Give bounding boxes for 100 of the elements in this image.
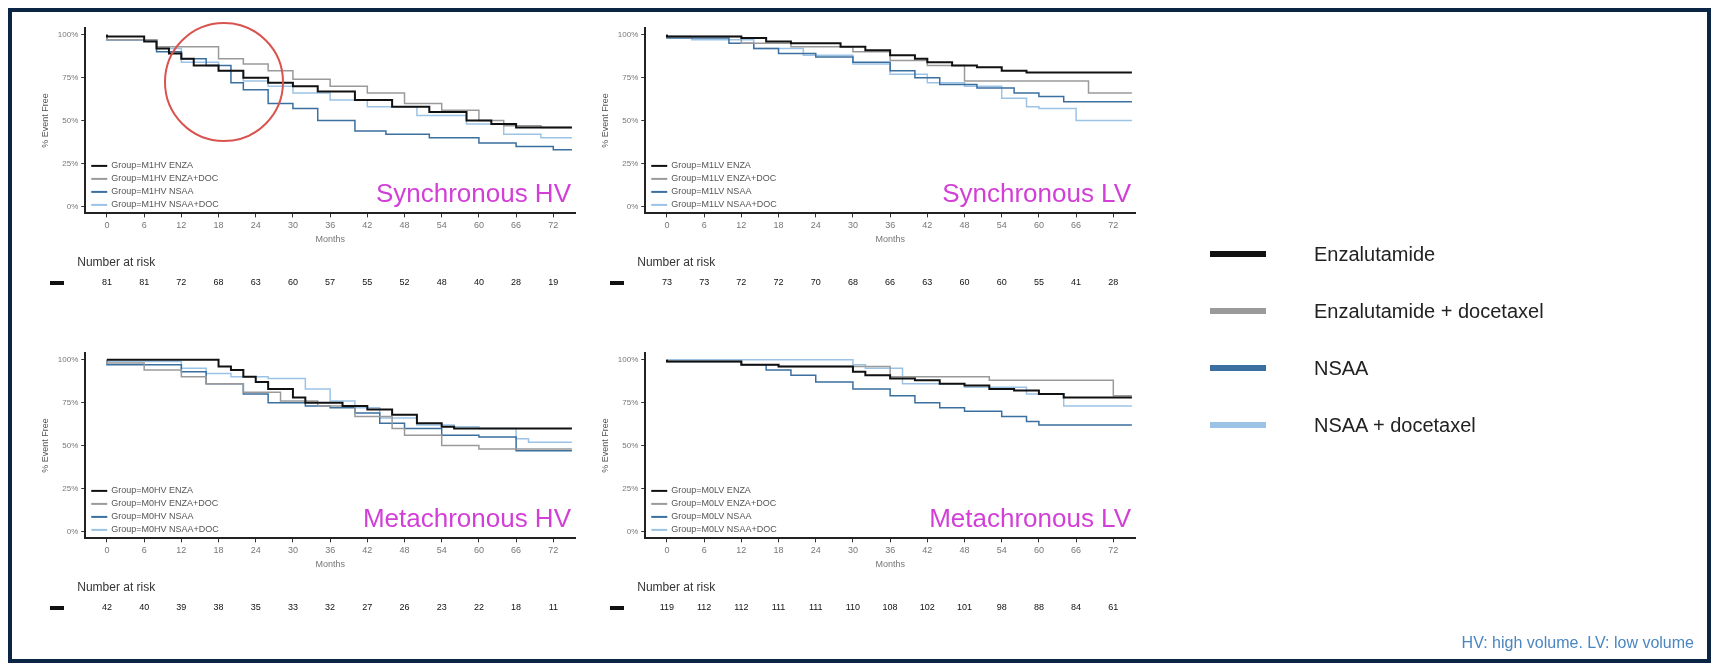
text: Synchronous HV xyxy=(375,177,572,208)
x-tick-label: 6 xyxy=(141,220,147,231)
text: 73 73 72 72 70 68 66 63 60 60 55 41 28 xyxy=(661,277,1119,287)
x-tick-label: 60 xyxy=(1033,220,1044,231)
x-tick-label: 54 xyxy=(996,220,1007,231)
x-tick-label: 72 xyxy=(548,220,559,231)
x-axis-title: Months xyxy=(875,234,906,245)
text: Number at risk xyxy=(77,580,156,594)
legend-label: Group=M1HV NSAA xyxy=(111,186,194,197)
x-axis-title: Months xyxy=(315,234,346,245)
x-tick-label: 18 xyxy=(773,220,784,231)
x-tick-label: 48 xyxy=(399,220,410,231)
text: 81 81 72 68 63 60 57 55 52 48 40 28 19 xyxy=(101,277,559,287)
x-tick-label: 18 xyxy=(213,220,224,231)
x-tick-label: 30 xyxy=(847,545,858,556)
x-tick-label: 36 xyxy=(325,545,336,556)
x-tick-label: 60 xyxy=(1033,545,1044,556)
category-label: Enzalutamide + docetaxel xyxy=(1314,299,1544,323)
legend-label: Group=M0LV NSAA+DOC xyxy=(671,524,778,535)
legend-label: Group=M0HV NSAA xyxy=(111,511,194,522)
x-tick-label: 24 xyxy=(250,220,261,231)
x-tick-label: 30 xyxy=(287,545,298,556)
y-tick-label: 25% xyxy=(622,483,639,493)
y-tick-label: 75% xyxy=(62,397,79,407)
legend-label: Group=M1LV NSAA xyxy=(671,186,752,197)
text: Metachronous HV xyxy=(362,502,572,533)
y-tick-label: 75% xyxy=(622,72,639,82)
text: 119 112 112 111 111 110 108 102 101 98 88 84 61 xyxy=(659,602,1119,612)
x-tick-label: 0 xyxy=(104,545,110,556)
text: Number at risk xyxy=(77,255,156,269)
y-axis-title: % Event Free xyxy=(599,418,610,473)
legend-label: Group=M0HV ENZA+DOC xyxy=(111,498,219,509)
y-tick-label: 50% xyxy=(62,115,79,125)
y-tick-label: 25% xyxy=(62,158,79,168)
x-tick-label: 72 xyxy=(548,545,559,556)
text: Synchronous LV xyxy=(942,177,1132,208)
legend-label: Group=M1LV NSAA+DOC xyxy=(671,199,778,210)
y-tick-label: 100% xyxy=(617,29,639,39)
text: Number at risk xyxy=(637,580,716,594)
x-tick-label: 6 xyxy=(701,220,707,231)
x-tick-label: 72 xyxy=(1108,220,1119,231)
y-tick-label: 50% xyxy=(622,440,639,450)
x-tick-label: 48 xyxy=(959,220,970,231)
x-tick-label: 36 xyxy=(325,220,336,231)
y-tick-label: 50% xyxy=(622,115,639,125)
x-tick-label: 6 xyxy=(141,545,147,556)
x-tick-label: 54 xyxy=(996,545,1007,556)
legend-label: Group=M1HV ENZA+DOC xyxy=(111,173,219,184)
text: HV: high volume. LV: low volume xyxy=(1461,634,1694,652)
x-tick-label: 24 xyxy=(810,220,821,231)
legend-label: Group=M0LV NSAA xyxy=(671,511,752,522)
y-tick-label: 25% xyxy=(622,158,639,168)
text: 42 40 39 38 35 33 32 27 26 23 22 18 11 xyxy=(101,602,558,612)
y-axis-title: % Event Free xyxy=(39,418,50,473)
x-tick-label: 72 xyxy=(1108,545,1119,556)
x-tick-label: 42 xyxy=(922,220,933,231)
x-tick-label: 12 xyxy=(736,545,747,556)
x-tick-label: 18 xyxy=(213,545,224,556)
x-tick-label: 24 xyxy=(250,545,261,556)
x-tick-label: 66 xyxy=(511,220,522,231)
x-tick-label: 54 xyxy=(436,220,447,231)
x-tick-label: 30 xyxy=(847,220,858,231)
x-tick-label: 36 xyxy=(885,220,896,231)
x-tick-label: 42 xyxy=(362,220,373,231)
x-tick-label: 0 xyxy=(664,545,670,556)
x-tick-label: 12 xyxy=(176,220,187,231)
y-axis-title: % Event Free xyxy=(599,93,610,148)
x-tick-label: 60 xyxy=(473,545,484,556)
x-axis-title: Months xyxy=(875,559,906,570)
y-tick-label: 75% xyxy=(62,72,79,82)
x-tick-label: 30 xyxy=(287,220,298,231)
x-tick-label: 66 xyxy=(1071,220,1082,231)
legend-label: Group=M1HV ENZA xyxy=(111,160,194,171)
y-tick-label: 75% xyxy=(622,397,639,407)
legend-label: Group=M0HV ENZA xyxy=(111,485,194,496)
x-tick-label: 66 xyxy=(1071,545,1082,556)
y-tick-label: 0% xyxy=(66,526,79,536)
y-tick-label: 25% xyxy=(62,483,79,493)
x-tick-label: 42 xyxy=(362,545,373,556)
y-tick-label: 100% xyxy=(57,354,79,364)
y-axis-title: % Event Free xyxy=(39,93,50,148)
legend-label: Group=M1LV ENZA xyxy=(671,160,751,171)
legend-label: Group=M0LV ENZA xyxy=(671,485,751,496)
x-tick-label: 12 xyxy=(736,220,747,231)
x-tick-label: 18 xyxy=(773,545,784,556)
x-tick-label: 0 xyxy=(664,220,670,231)
y-tick-label: 0% xyxy=(66,201,79,211)
y-tick-label: 100% xyxy=(57,29,79,39)
x-tick-label: 60 xyxy=(473,220,484,231)
x-tick-label: 48 xyxy=(959,545,970,556)
y-tick-label: 50% xyxy=(62,440,79,450)
y-tick-label: 0% xyxy=(626,201,639,211)
x-axis-title: Months xyxy=(315,559,346,570)
category-label: Enzalutamide xyxy=(1314,242,1436,266)
x-tick-label: 36 xyxy=(885,545,896,556)
x-tick-label: 48 xyxy=(399,545,410,556)
x-tick-label: 54 xyxy=(436,545,447,556)
y-tick-label: 0% xyxy=(626,526,639,536)
x-tick-label: 42 xyxy=(922,545,933,556)
x-tick-label: 24 xyxy=(810,545,821,556)
